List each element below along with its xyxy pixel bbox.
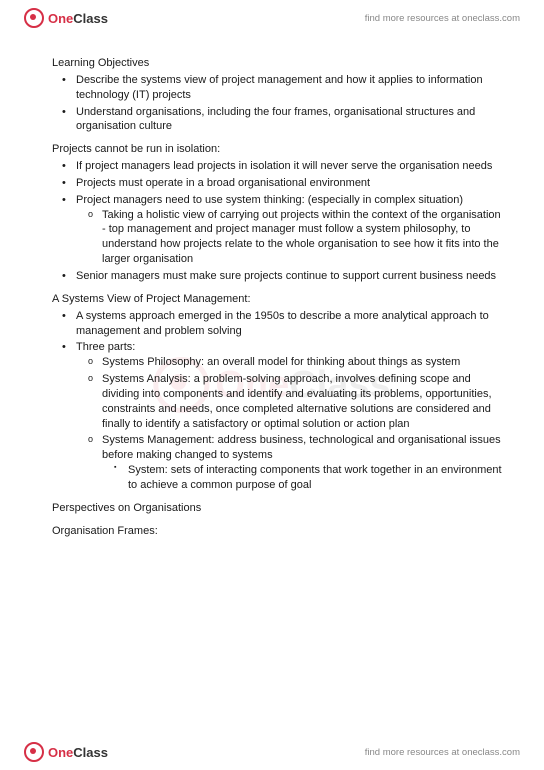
list-item-text: A systems approach emerged in the 1950s …	[76, 310, 489, 337]
list-item-text: Describe the systems view of project man…	[76, 74, 483, 101]
footer-brand-one: One	[48, 745, 73, 760]
list-item-text: Systems Management: address business, te…	[102, 434, 501, 461]
list-item-text: Taking a holistic view of carrying out p…	[102, 209, 501, 266]
list-item-text: Projects must operate in a broad organis…	[76, 177, 370, 189]
list-item: Understand organisations, including the …	[76, 105, 504, 135]
list-item-text: Systems Philosophy: an overall model for…	[102, 356, 460, 368]
list-level-1: If project managers lead projects in iso…	[52, 159, 504, 284]
list-level-2: Taking a holistic view of carrying out p…	[76, 208, 504, 267]
list-item: Projects must operate in a broad organis…	[76, 176, 504, 191]
list-level-3: System: sets of interacting components t…	[102, 463, 504, 493]
list-item: Project managers need to use system thin…	[76, 193, 504, 267]
list-item: Taking a holistic view of carrying out p…	[102, 208, 504, 267]
section-title: Projects cannot be run in isolation:	[52, 142, 504, 157]
list-item-text: If project managers lead projects in iso…	[76, 160, 492, 172]
list-item-text: Understand organisations, including the …	[76, 106, 475, 133]
list-level-2: Systems Philosophy: an overall model for…	[76, 355, 504, 493]
brand-logo: OneClass	[24, 8, 108, 28]
list-item-text: System: sets of interacting components t…	[128, 464, 502, 491]
page-header: OneClass find more resources at oneclass…	[0, 0, 544, 36]
footer-brand-class: Class	[73, 745, 108, 760]
header-tagline: find more resources at oneclass.com	[365, 13, 520, 24]
list-item: A systems approach emerged in the 1950s …	[76, 309, 504, 339]
footer-tagline: find more resources at oneclass.com	[365, 747, 520, 758]
list-item: Systems Philosophy: an overall model for…	[102, 355, 504, 370]
footer-brand-logo-icon	[24, 742, 44, 762]
list-item: Describe the systems view of project man…	[76, 73, 504, 103]
footer-brand-logo: OneClass	[24, 742, 108, 762]
list-item: Systems Analysis: a problem-solving appr…	[102, 372, 504, 431]
section-title: Perspectives on Organisations	[52, 501, 504, 516]
list-item-text: Project managers need to use system thin…	[76, 194, 463, 206]
document-body: Learning Objectives Describe the systems …	[0, 0, 544, 588]
section-title: Organisation Frames:	[52, 524, 504, 539]
page-footer: OneClass find more resources at oneclass…	[0, 734, 544, 770]
section-title: Learning Objectives	[52, 56, 504, 71]
list-item: System: sets of interacting components t…	[128, 463, 504, 493]
list-level-1: Describe the systems view of project man…	[52, 73, 504, 134]
list-item: Senior managers must make sure projects …	[76, 269, 504, 284]
brand-logo-icon	[24, 8, 44, 28]
list-item-text: Senior managers must make sure projects …	[76, 270, 496, 282]
list-level-1: A systems approach emerged in the 1950s …	[52, 309, 504, 493]
list-item: If project managers lead projects in iso…	[76, 159, 504, 174]
section-title: A Systems View of Project Management:	[52, 292, 504, 307]
list-item: Three parts: Systems Philosophy: an overa…	[76, 340, 504, 492]
brand-class: Class	[73, 11, 108, 26]
list-item-text: Three parts:	[76, 341, 135, 353]
list-item: Systems Management: address business, te…	[102, 433, 504, 492]
list-item-text: Systems Analysis: a problem-solving appr…	[102, 373, 492, 430]
brand-one: One	[48, 11, 73, 26]
